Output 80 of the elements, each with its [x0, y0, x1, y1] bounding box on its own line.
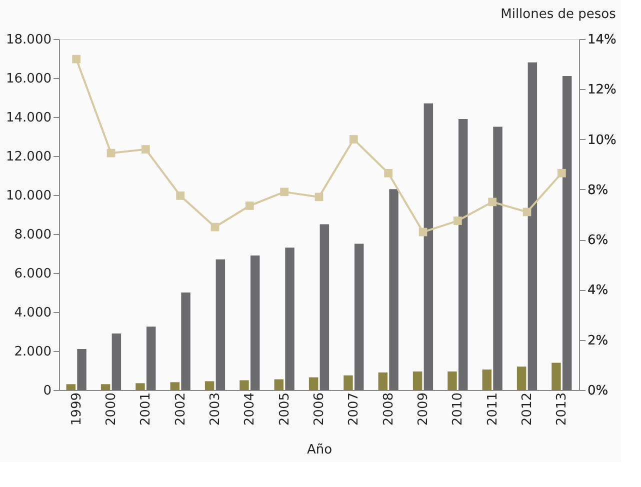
y-tick-label: 0 — [43, 384, 52, 398]
y-tick-label: 14.000 — [6, 110, 52, 126]
bar — [412, 371, 422, 390]
y-tick-label: 16.000 — [6, 72, 52, 86]
point — [488, 198, 497, 206]
y-tick-label: 10.000 — [6, 188, 52, 204]
bar — [146, 326, 156, 390]
bar — [136, 383, 145, 390]
bar — [378, 372, 388, 390]
bar — [389, 189, 398, 390]
x-tick-label: 2007 — [346, 392, 362, 426]
y-tick-label: 4.000 — [14, 306, 52, 320]
bar — [528, 62, 538, 390]
point — [106, 148, 116, 158]
bar — [285, 248, 294, 390]
point — [141, 145, 150, 154]
bar — [344, 375, 353, 390]
point — [418, 228, 428, 236]
point — [72, 54, 81, 64]
bar — [181, 292, 190, 390]
y-tick-label: 2.000 — [14, 344, 52, 360]
bar — [112, 333, 122, 390]
x-tick-label: 2011 — [485, 392, 500, 426]
bar — [274, 379, 284, 390]
point — [245, 202, 254, 210]
y-tick-label: 18.000 — [6, 32, 52, 48]
y2-tick-label: 4% — [588, 283, 608, 298]
point — [210, 222, 220, 232]
y2-tick-label: 10% — [588, 132, 616, 148]
y-tick-label: 12.000 — [6, 150, 52, 164]
x-tick-label: 2010 — [450, 392, 466, 426]
bar — [66, 384, 76, 390]
bar — [424, 103, 434, 390]
x-tick-label: 2005 — [277, 392, 292, 426]
point — [280, 188, 289, 196]
x-axis-title: Año — [306, 442, 332, 458]
bar — [240, 380, 249, 390]
point — [314, 192, 324, 202]
y2-tick-label: 6% — [588, 233, 608, 248]
bar — [216, 259, 226, 390]
x-tick-label: 2002 — [173, 392, 188, 426]
bar — [170, 382, 180, 390]
y2-tick-label: 0% — [588, 384, 608, 398]
bar — [100, 384, 110, 390]
bar — [516, 366, 526, 390]
x-tick-label: 2004 — [242, 392, 258, 426]
x-tick-label: 2013 — [554, 392, 570, 426]
chart-title: Millones de pesos — [500, 7, 616, 22]
bar — [77, 349, 86, 390]
bar — [308, 377, 318, 390]
y-tick-label: 6.000 — [14, 266, 52, 282]
x-tick-label: 2012 — [520, 392, 535, 426]
bar — [320, 224, 330, 390]
bar — [482, 370, 492, 390]
x-tick-label: 2000 — [104, 392, 119, 426]
y2-tick-label: 8% — [588, 182, 608, 198]
x-tick-label: 2003 — [208, 392, 223, 426]
x-tick-label: 2001 — [138, 392, 154, 426]
point — [557, 168, 566, 178]
point — [522, 208, 532, 216]
bar — [448, 371, 457, 390]
x-tick-label: 2006 — [312, 392, 327, 426]
point — [176, 192, 185, 200]
x-tick-label: 2009 — [416, 392, 431, 426]
bar — [250, 255, 260, 390]
y2-tick-label: 14% — [588, 32, 616, 48]
x-tick-label: 2008 — [381, 392, 396, 426]
point — [384, 168, 393, 178]
y2-tick-label: 12% — [588, 82, 616, 98]
point — [453, 216, 462, 225]
bar — [354, 244, 364, 390]
bar — [562, 76, 572, 390]
x-tick-label: 1999 — [69, 392, 84, 426]
bar — [204, 381, 214, 390]
y-tick-label: 8.000 — [14, 228, 52, 242]
point — [349, 135, 358, 144]
bar — [552, 362, 561, 390]
y2-tick-label: 2% — [588, 333, 608, 348]
bar — [458, 118, 468, 390]
bar — [493, 126, 502, 390]
